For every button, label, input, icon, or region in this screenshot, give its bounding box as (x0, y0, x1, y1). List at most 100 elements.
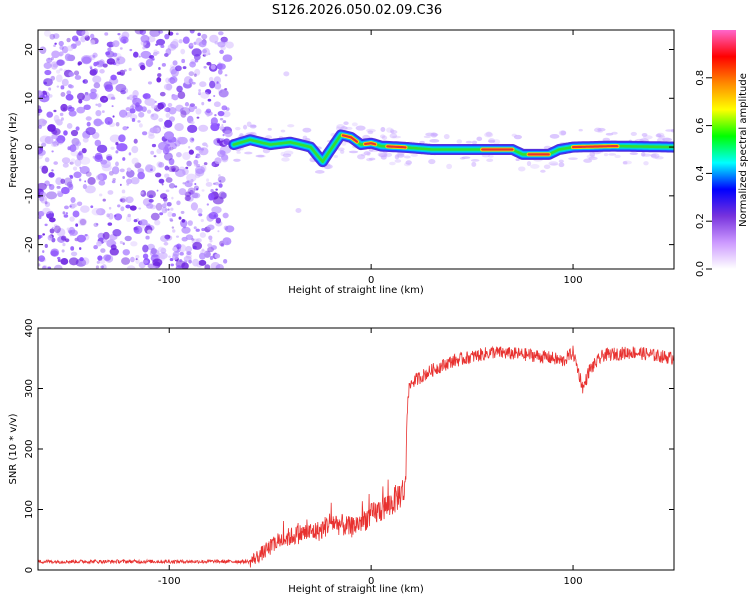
noise-blob (198, 89, 201, 92)
noise-blob (124, 115, 129, 119)
noise-blob (208, 76, 214, 82)
noise-blob (201, 33, 208, 40)
track-halo (471, 161, 477, 167)
noise-blob (120, 36, 129, 44)
spectrogram-frame (37, 29, 675, 270)
noise-blob (144, 97, 156, 106)
noise-blob (191, 48, 202, 57)
noise-blob (186, 251, 192, 256)
noise-blob (120, 198, 126, 203)
track-halo (302, 135, 308, 141)
noise-blob (92, 75, 102, 84)
noise-blob (200, 164, 207, 173)
noise-blob (168, 107, 177, 115)
noise-blob (56, 59, 65, 66)
noise-blob (218, 191, 227, 200)
colorbar-tick-label: 0.6 (695, 118, 706, 134)
noise-blob (38, 94, 50, 103)
noise-blob (53, 114, 60, 122)
noise-blob (130, 256, 135, 263)
noise-blob (63, 214, 69, 218)
noise-blob (38, 108, 43, 114)
noise-blob (132, 97, 142, 106)
noise-blob (107, 190, 114, 195)
noise-blob (126, 178, 133, 185)
track-halo (389, 133, 398, 139)
track-halo (242, 124, 248, 130)
noise-blob (122, 242, 125, 246)
track-halo (267, 127, 272, 131)
snr-x-tick-label: 100 (564, 576, 583, 587)
noise-blob (95, 60, 105, 68)
noise-blob (69, 216, 75, 222)
track-halo (630, 131, 637, 136)
noise-blob (139, 64, 146, 71)
noise-blob (110, 96, 116, 100)
noise-blob (167, 102, 173, 108)
noise-blob (152, 266, 156, 269)
noise-blob (188, 259, 192, 264)
noise-blob (175, 265, 182, 269)
noise-blob (93, 222, 99, 227)
noise-blob (147, 229, 153, 234)
noise-blob (85, 116, 92, 121)
noise-blob (122, 175, 125, 180)
noise-blob (172, 60, 178, 66)
noise-blob (95, 174, 104, 182)
noise-blob (56, 185, 61, 189)
noise-blob (198, 252, 206, 260)
noise-blob (222, 133, 225, 137)
noise-blob (171, 168, 176, 172)
noise-blob (214, 157, 222, 165)
noise-blob (96, 240, 102, 247)
noise-blob (130, 113, 138, 120)
noise-blob (198, 213, 203, 217)
noise-blob (76, 92, 85, 101)
colorbar-tick-label: 0.8 (695, 70, 706, 86)
noise-blob (103, 254, 112, 261)
track-halo (443, 133, 450, 140)
track-halo (446, 163, 453, 170)
noise-blob (61, 157, 71, 164)
noise-blob (83, 104, 91, 111)
noise-blob (104, 116, 113, 125)
track-halo (471, 140, 478, 145)
noise-blob (139, 30, 147, 36)
track-halo (244, 151, 253, 155)
track-halo (650, 153, 660, 159)
noise-blob (209, 239, 213, 243)
noise-blob (78, 218, 87, 227)
snr-y-label: SNR (10 * v/v) (8, 413, 19, 484)
noise-blob (119, 198, 123, 202)
noise-blob (185, 245, 193, 253)
noise-blob (169, 64, 175, 69)
noise-blob (58, 40, 64, 47)
noise-blob (219, 118, 224, 121)
noise-blob (66, 45, 74, 52)
noise-blob (38, 234, 42, 240)
noise-blob (213, 101, 221, 108)
noise-blob (94, 154, 103, 163)
noise-blob (158, 162, 165, 168)
noise-blob (157, 246, 165, 253)
noise-blob (178, 188, 187, 196)
noise-blob (70, 158, 76, 165)
noise-blob (89, 67, 93, 70)
noise-blob (74, 75, 82, 80)
track-halo (360, 153, 366, 157)
noise-blob (62, 211, 66, 215)
noise-blob (225, 41, 234, 49)
track-halo (425, 132, 435, 137)
track-hot-core (341, 134, 359, 143)
noise-blob (222, 237, 232, 246)
noise-blob (224, 225, 235, 233)
noise-blob (225, 107, 230, 111)
noise-blob (189, 61, 196, 68)
noise-blob (124, 235, 132, 242)
noise-blob (217, 41, 226, 48)
noise-blob (283, 71, 290, 77)
noise-blob (194, 182, 197, 186)
noise-blob (75, 141, 82, 147)
noise-blob (201, 248, 205, 252)
snr-x-tick-label: -100 (158, 576, 181, 587)
